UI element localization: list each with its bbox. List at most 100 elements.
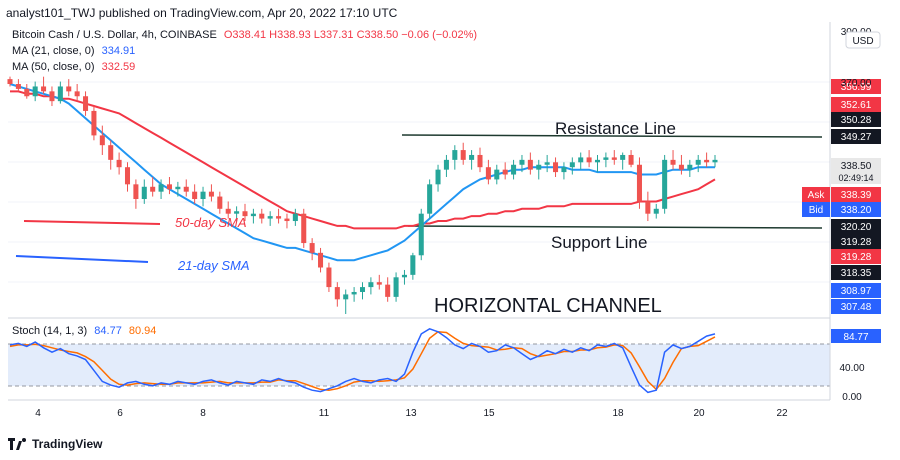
- price-badge: 338.20 Bid: [802, 202, 881, 217]
- candle: [376, 274, 382, 290]
- candle-body: [594, 159, 601, 163]
- candle: [292, 208, 298, 226]
- candle: [452, 145, 458, 170]
- price-badge-value: 318.35: [841, 268, 872, 279]
- candle-body: [611, 157, 617, 160]
- candle: [99, 125, 105, 155]
- candle: [259, 208, 265, 224]
- stoch-k-line: [9, 327, 716, 394]
- price-badge-bg: [831, 202, 881, 217]
- ma21-series: [9, 83, 715, 262]
- chart[interactable]: Resistance Line Support Line HORIZONTAL …: [0, 22, 900, 432]
- resistance-line: [401, 134, 823, 138]
- price-badge-bg: [831, 97, 881, 112]
- price-badge-value: 338.20: [841, 205, 872, 216]
- publisher-line: analyst101_TWJ published on TradingView.…: [6, 6, 398, 20]
- candle: [368, 277, 374, 295]
- price-badge-value: 320.20: [841, 222, 872, 233]
- candle: [41, 76, 47, 94]
- candle: [192, 184, 198, 204]
- currency-button[interactable]: [845, 31, 881, 49]
- candle-body: [435, 169, 441, 185]
- candle: [83, 91, 89, 116]
- candle: [460, 142, 466, 165]
- candle: [527, 152, 533, 175]
- tradingview-brand: TradingView: [32, 437, 103, 451]
- candle: [561, 162, 567, 180]
- candle: [234, 206, 240, 222]
- candle-body: [385, 284, 391, 297]
- currency-label: USD: [852, 36, 873, 47]
- candle-body: [662, 159, 668, 209]
- candle: [511, 159, 517, 180]
- price-badge-bg: [831, 265, 881, 280]
- candle-body: [469, 154, 475, 160]
- candle-body: [301, 213, 307, 244]
- price-badge-bg: [831, 158, 881, 184]
- time-tick-label: 20: [693, 408, 705, 419]
- tradingview-logo-icon: [8, 438, 26, 450]
- candle-body: [334, 287, 340, 300]
- price-badge-bg: [831, 234, 881, 249]
- price-badge-value: 308.97: [841, 286, 872, 297]
- candle: [553, 157, 559, 177]
- candle: [326, 262, 332, 292]
- candle-body: [217, 196, 223, 209]
- candle: [225, 201, 231, 219]
- candle: [645, 191, 651, 222]
- candle: [24, 84, 30, 99]
- main-plot-area[interactable]: [8, 26, 830, 318]
- candle-body: [200, 191, 206, 200]
- candle: [502, 162, 508, 180]
- price-badge-bg: [831, 299, 881, 314]
- candle-body: [343, 294, 349, 300]
- candle-body: [259, 213, 265, 219]
- candle-body: [309, 243, 315, 253]
- time-axis[interactable]: 4 6 8 11 13 15 18 20 22: [35, 408, 788, 419]
- candle-body: [393, 277, 399, 297]
- ma50-legend-label: MA (50, close, 0): [12, 61, 95, 73]
- time-tick-label: 15: [483, 408, 495, 419]
- price-tag-bg: [802, 187, 830, 202]
- price-badge: 338.39 Ask: [802, 187, 881, 202]
- candle-body: [141, 186, 147, 200]
- candle: [662, 154, 668, 214]
- candle-body: [511, 164, 517, 175]
- candle: [32, 81, 38, 102]
- candle-body: [150, 186, 156, 192]
- price-axis[interactable]: 356.99352.61350.28349.27338.5002:49:1433…: [802, 27, 881, 314]
- candle: [485, 159, 491, 185]
- candle-body: [83, 96, 89, 111]
- candle-body: [670, 159, 676, 165]
- stoch-k-value: 84.77: [94, 325, 122, 337]
- candle: [603, 152, 609, 168]
- price-badge-bg: [831, 249, 881, 264]
- tradingview-logo[interactable]: TradingView: [8, 437, 102, 451]
- candle: [544, 154, 550, 173]
- candle-body: [351, 291, 357, 295]
- candle: [250, 208, 256, 224]
- candle: [108, 140, 114, 170]
- candle: [359, 282, 366, 300]
- candle-body: [410, 255, 416, 275]
- stoch-badge: 84.77: [831, 329, 881, 343]
- price-badge: 349.27: [831, 129, 881, 144]
- candle: [74, 84, 80, 102]
- candle: [469, 150, 475, 170]
- candle: [443, 154, 449, 177]
- candle-body: [561, 167, 567, 173]
- candle-body: [620, 154, 626, 160]
- ma50-legend: MA (50, close, 0) 332.59: [12, 61, 135, 73]
- price-tag-label: Ask: [808, 190, 826, 201]
- sma50-label: 50-day SMA: [175, 215, 247, 230]
- candle-body: [267, 216, 273, 219]
- candle-body: [628, 154, 634, 165]
- candle-body: [418, 213, 424, 256]
- sma21-annotation-line: [15, 255, 149, 263]
- candle: [611, 150, 617, 165]
- ma21-line: [9, 83, 715, 262]
- candle-body: [527, 159, 533, 170]
- ma21-legend-value: 334.91: [102, 45, 136, 57]
